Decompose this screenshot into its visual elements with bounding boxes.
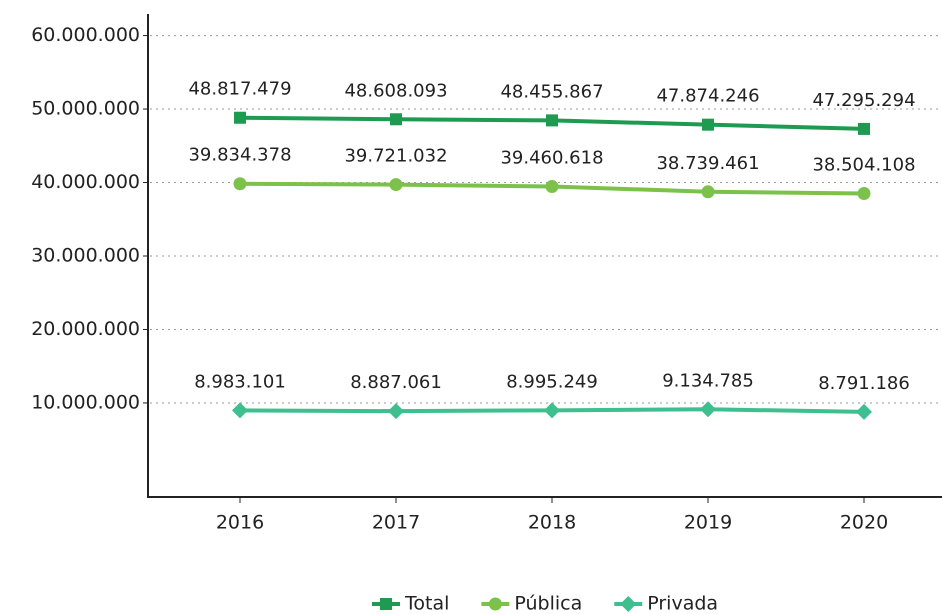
legend-marker: [488, 597, 502, 611]
data-point: [233, 177, 247, 191]
data-point: [702, 118, 714, 131]
data-point: [388, 403, 404, 420]
data-label: 8.887.061: [350, 372, 442, 393]
y-tick-label: 20.000.000: [31, 318, 140, 340]
legend: Total Pública Privada: [372, 593, 718, 614]
data-label: 8.983.101: [194, 371, 286, 392]
data-point: [232, 402, 248, 419]
data-label: 38.739.461: [656, 153, 759, 174]
y-tick-label: 60.000.000: [31, 24, 140, 46]
data-point: [234, 111, 246, 124]
y-tick-label: 10.000.000: [31, 391, 140, 413]
data-label: 38.504.108: [812, 155, 915, 176]
data-label: 48.455.867: [500, 81, 603, 102]
legend-marker: [620, 596, 637, 612]
x-tick-label: 2017: [372, 512, 420, 534]
y-tick-label: 40.000.000: [31, 171, 140, 193]
data-point: [858, 122, 870, 135]
legend-marker: [380, 598, 392, 610]
data-point: [544, 402, 560, 419]
data-point: [390, 113, 402, 126]
legend-label: Pública: [514, 593, 582, 614]
data-label: 48.817.479: [188, 79, 291, 100]
data-label: 48.608.093: [344, 80, 447, 101]
data-point: [856, 403, 872, 420]
x-tick-label: 2020: [840, 512, 888, 534]
data-label: 8.995.249: [506, 371, 598, 392]
y-tick-label: 30.000.000: [31, 245, 140, 267]
data-point: [700, 401, 716, 418]
data-label: 9.134.785: [662, 370, 754, 391]
legend-label: Total: [404, 593, 449, 614]
data-label: 39.834.378: [188, 145, 291, 166]
data-label: 47.874.246: [656, 86, 759, 107]
data-point: [857, 187, 871, 201]
data-label: 39.460.618: [500, 147, 603, 168]
data-point: [701, 185, 715, 199]
data-label: 39.721.032: [344, 146, 447, 167]
data-label: 8.791.186: [818, 373, 910, 394]
data-point: [546, 114, 558, 127]
y-tick-label: 50.000.000: [31, 98, 140, 120]
legend-label: Privada: [647, 593, 718, 614]
x-tick-label: 2016: [216, 512, 264, 534]
data-point: [545, 179, 559, 193]
x-tick-label: 2019: [684, 512, 732, 534]
data-label: 47.295.294: [812, 90, 915, 111]
x-tick-label: 2018: [528, 512, 576, 534]
data-point: [389, 178, 403, 192]
